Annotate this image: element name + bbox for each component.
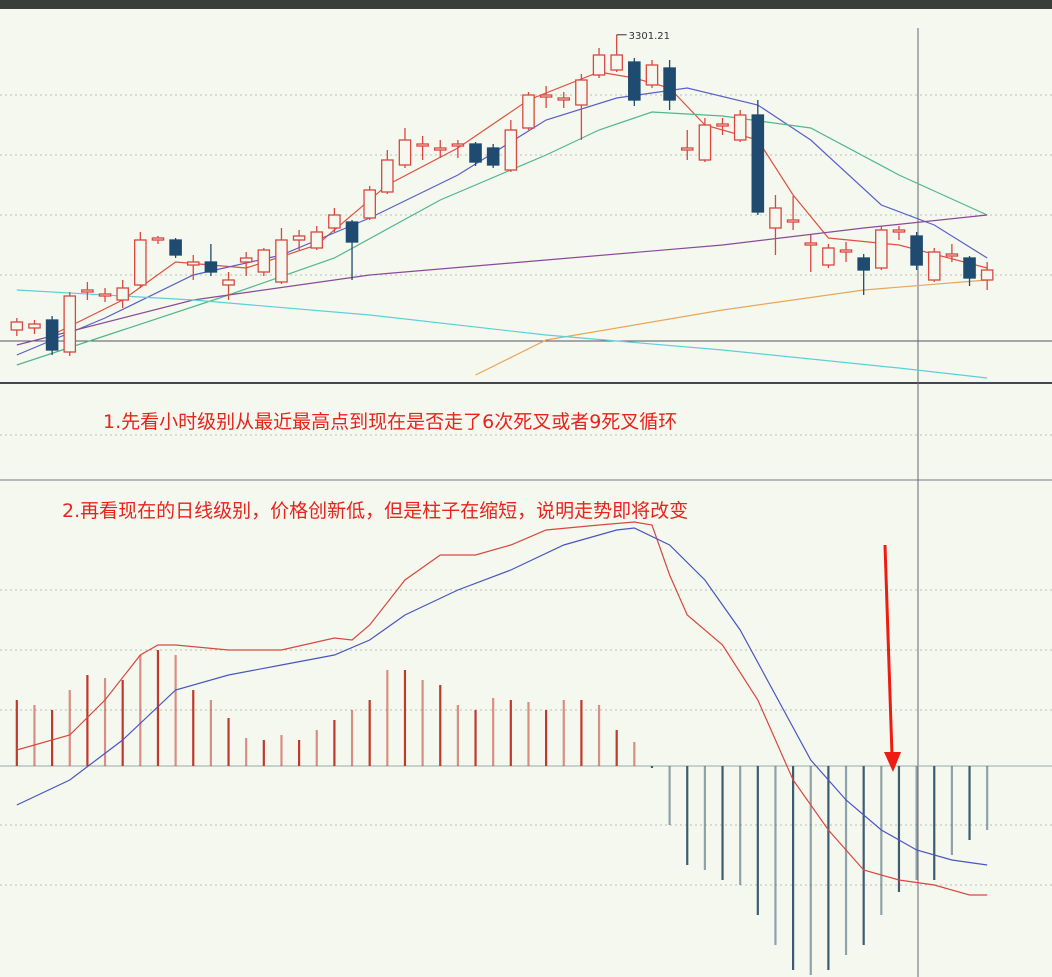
series-line [16, 111, 988, 366]
candle-body [328, 214, 341, 229]
candle-body [116, 287, 129, 301]
grid [0, 94, 1052, 886]
candle-body [875, 229, 888, 269]
candle-body [28, 323, 41, 329]
candle-body [557, 97, 571, 101]
candle-body [963, 257, 976, 279]
candle-body [292, 235, 306, 241]
candle-body [469, 143, 482, 163]
candle-body [857, 257, 870, 271]
candle-body [592, 54, 606, 76]
max-label: 3301.21 [629, 31, 670, 42]
arrow [883, 544, 901, 772]
candle-body [81, 289, 94, 293]
annotation: 2.再看现在的日线级别，价格创新低，但是柱子在缩短，说明走势即将改变 [62, 500, 688, 522]
macd-panel [0, 521, 1052, 975]
candle-body [628, 61, 641, 101]
candle-body [63, 295, 77, 353]
candle-body [186, 261, 200, 266]
candle-body [381, 159, 394, 193]
series-line [51, 71, 988, 336]
series-line [16, 521, 988, 896]
candle-body [134, 239, 147, 286]
candle-body [45, 319, 59, 351]
candle-body [416, 143, 429, 147]
candle-body [610, 54, 623, 71]
series-line [16, 87, 988, 356]
candle-body [98, 293, 112, 297]
candle-body [822, 247, 835, 266]
candle-body [257, 249, 271, 273]
series-line [475, 279, 988, 376]
candle-body [786, 219, 800, 223]
candle-body [204, 261, 218, 273]
candle-body [892, 229, 906, 233]
series-line [16, 289, 988, 379]
candle-body [645, 64, 659, 86]
candle-body [433, 147, 447, 151]
candle-body [575, 79, 588, 106]
candle-body [222, 279, 235, 286]
candle-body [398, 139, 412, 166]
candle-body [151, 237, 165, 241]
candle-body [169, 239, 182, 256]
candle-body [239, 257, 253, 263]
candle-body [451, 143, 465, 147]
candle-body [275, 239, 288, 283]
candle-body [522, 94, 535, 129]
candle-body [769, 207, 782, 229]
candle-body [980, 269, 994, 281]
price-panel: 3301.21 [10, 31, 994, 379]
candle-body [486, 147, 500, 166]
candle-body [910, 235, 923, 266]
candle-body [363, 189, 376, 219]
candle-body [539, 94, 553, 98]
candle-body [680, 147, 694, 151]
candle-body [733, 114, 747, 141]
series-line [16, 527, 988, 866]
candle-body [345, 221, 359, 243]
series-line [16, 214, 988, 346]
toolbar[interactable] [0, 0, 1052, 9]
candle-body [10, 321, 24, 331]
candle-body [698, 124, 712, 161]
candle-body [804, 242, 818, 246]
candle-body [927, 251, 941, 281]
annotation: 1.先看小时级别从最近最高点到现在是否走了6次死叉或者9死叉循环 [103, 411, 677, 433]
candle-body [945, 253, 959, 257]
candle-body [504, 129, 518, 171]
candle-body [716, 123, 729, 127]
candle-body [310, 231, 324, 249]
candle-body [663, 67, 676, 101]
candle-body [751, 114, 765, 213]
candle-body [839, 249, 853, 253]
